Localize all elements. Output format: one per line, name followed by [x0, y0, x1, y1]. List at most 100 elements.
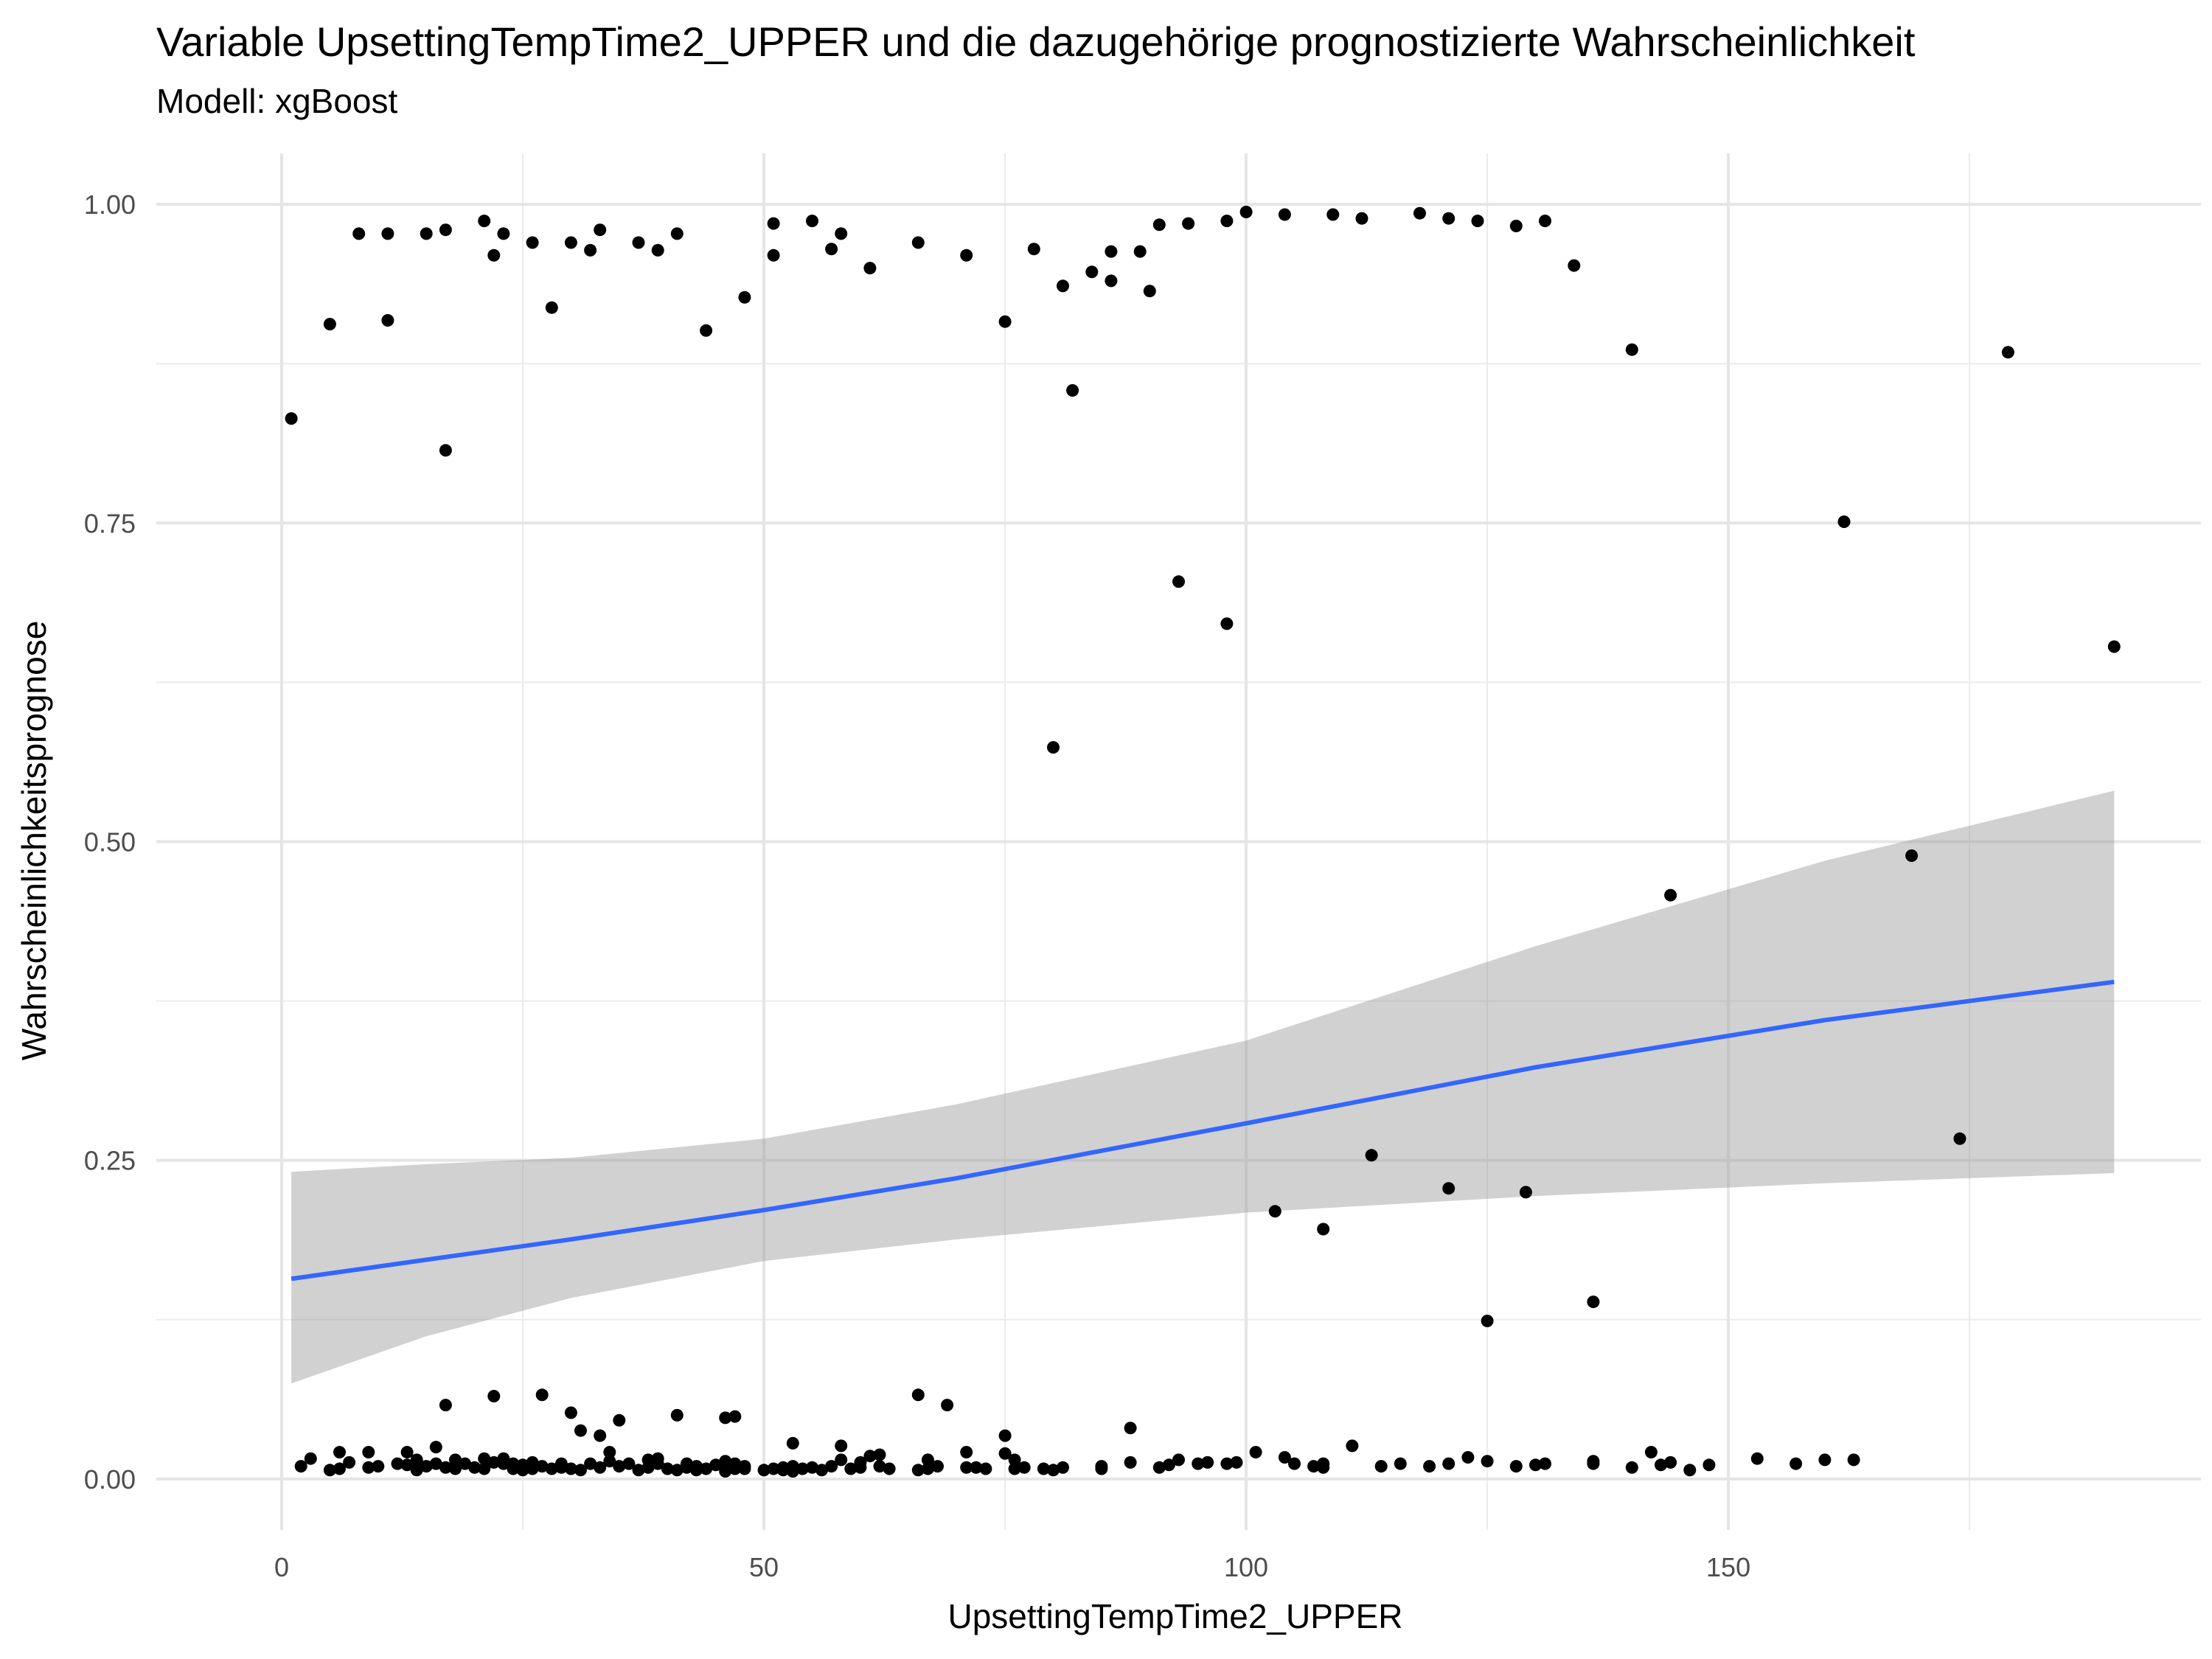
data-point: [835, 1439, 848, 1453]
data-point: [564, 236, 577, 249]
data-point: [1509, 1460, 1523, 1473]
confidence-band: [291, 790, 2115, 1384]
data-point: [719, 1411, 732, 1425]
data-point: [449, 1453, 462, 1467]
confidence-band-area: [291, 790, 2115, 1384]
data-point: [1529, 1458, 1542, 1472]
data-point: [362, 1446, 375, 1458]
data-point: [2001, 346, 2014, 359]
data-point: [680, 1461, 693, 1474]
data-point: [979, 1462, 992, 1475]
data-point: [719, 1455, 732, 1468]
data-point: [1683, 1464, 1697, 1477]
data-point: [1317, 1222, 1330, 1236]
data-point: [1037, 1462, 1050, 1475]
data-point: [767, 1462, 780, 1475]
data-point: [1703, 1458, 1716, 1472]
data-point: [921, 1453, 934, 1467]
x-tick-label: 150: [1706, 1552, 1750, 1582]
data-point: [381, 314, 394, 327]
data-point: [786, 1465, 799, 1478]
data-point: [478, 1462, 491, 1475]
data-point: [304, 1452, 317, 1465]
data-point: [526, 1462, 539, 1475]
data-point: [1413, 206, 1426, 220]
y-axis-title: Wahrscheinlichkeitsprognose: [15, 621, 53, 1061]
x-tick-label: 100: [1224, 1552, 1268, 1582]
data-point: [1346, 1439, 1359, 1453]
data-point: [1268, 1205, 1281, 1218]
data-point: [1509, 220, 1523, 232]
data-point: [1568, 259, 1581, 272]
data-point: [700, 1462, 713, 1475]
data-point: [873, 1448, 886, 1461]
data-point: [1220, 215, 1234, 228]
data-point: [1317, 1461, 1330, 1474]
data-point: [574, 1464, 587, 1477]
data-point: [323, 318, 336, 331]
data-point: [700, 324, 713, 337]
data-point: [1953, 1132, 1966, 1145]
data-point: [911, 1464, 925, 1477]
data-point: [1085, 265, 1099, 279]
data-point: [449, 1462, 462, 1475]
data-point: [1278, 1451, 1291, 1464]
data-point: [1105, 245, 1118, 258]
data-point: [1152, 1461, 1166, 1474]
data-point: [584, 1457, 597, 1470]
data-point: [1664, 888, 1677, 902]
y-axis-ticks: 0.00 0.25 0.50 0.75 1.00: [84, 189, 136, 1495]
data-point: [294, 1460, 307, 1473]
data-point: [594, 1461, 607, 1474]
data-point: [1066, 384, 1079, 397]
data-point: [1355, 212, 1368, 225]
data-point: [459, 1457, 472, 1470]
data-point: [1278, 208, 1291, 221]
data-point: [1519, 1186, 1532, 1199]
x-tick-label: 50: [749, 1552, 779, 1582]
data-point: [497, 227, 510, 240]
data-point: [1201, 1455, 1214, 1469]
data-point: [1124, 1422, 1137, 1435]
data-point: [410, 1453, 423, 1467]
data-point: [1847, 1453, 1860, 1467]
data-point: [1182, 217, 1195, 230]
data-point: [1307, 1460, 1321, 1473]
data-point: [757, 1464, 771, 1477]
data-point: [921, 1462, 934, 1475]
data-point: [1423, 1460, 1436, 1473]
data-point: [1394, 1457, 1407, 1470]
chart-title: Variable UpsettingTempTime2_UPPER und di…: [156, 18, 1916, 65]
data-point: [613, 1460, 626, 1473]
data-point: [535, 1460, 549, 1473]
data-point: [1008, 1462, 1021, 1475]
data-point: [1587, 1457, 1600, 1470]
data-point: [1471, 215, 1484, 228]
data-point: [767, 217, 780, 230]
data-point: [1837, 515, 1851, 529]
data-points: [285, 206, 2121, 1478]
data-point: [564, 1406, 577, 1419]
data-point: [806, 1461, 818, 1474]
data-point: [825, 243, 838, 256]
data-point: [420, 1460, 433, 1473]
regression-line: [291, 979, 2115, 1281]
data-point: [998, 1447, 1012, 1460]
data-point: [507, 1462, 520, 1475]
data-point: [1625, 343, 1638, 356]
data-point: [1047, 1464, 1060, 1477]
data-point: [343, 1455, 356, 1469]
data-point: [1587, 1295, 1600, 1309]
data-point: [574, 1424, 587, 1437]
data-point: [381, 227, 394, 240]
data-point: [603, 1455, 616, 1468]
data-point: [632, 1464, 645, 1477]
data-point: [1288, 1457, 1301, 1470]
data-point: [410, 1464, 423, 1477]
data-point: [554, 1461, 568, 1474]
data-point: [960, 1446, 973, 1458]
data-point: [1442, 1457, 1455, 1470]
data-point: [690, 1464, 703, 1477]
data-point: [400, 1446, 414, 1458]
